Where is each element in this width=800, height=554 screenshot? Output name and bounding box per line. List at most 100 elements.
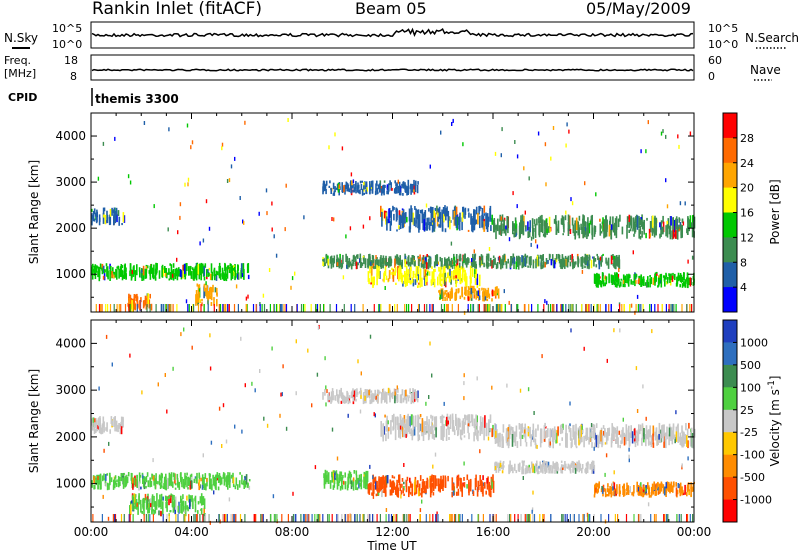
velocity-data-mark (612, 486, 614, 491)
velocity-data-mark (566, 514, 568, 522)
power-data-mark (379, 271, 381, 279)
velocity-data-mark (388, 388, 391, 396)
velocity-data-mark (693, 431, 696, 438)
power-data-mark (376, 273, 378, 286)
power-data-mark (195, 265, 197, 276)
velocity-data-mark (498, 462, 500, 467)
power-data-mark (468, 212, 470, 218)
power-data-mark (597, 255, 599, 261)
power-data-mark (499, 218, 501, 222)
velocity-data-mark (155, 504, 158, 510)
power-data-mark (220, 273, 222, 280)
power-y-tick-label: 1000 (55, 267, 86, 281)
velocity-data-mark (613, 427, 615, 441)
velocity-data-mark (324, 389, 326, 396)
power-data-mark (562, 257, 565, 267)
power-data-mark (142, 265, 145, 276)
velocity-data-mark (456, 476, 458, 489)
power-data-mark (605, 224, 608, 237)
velocity-colorbar-swatch (723, 409, 737, 433)
velocity-data-mark (468, 479, 470, 493)
power-data-mark (404, 304, 406, 312)
power-data-mark (383, 184, 385, 192)
velocity-data-mark (133, 493, 136, 503)
power-data-mark (509, 263, 512, 268)
power-data-mark (487, 216, 490, 225)
power-data-mark (245, 296, 248, 301)
velocity-data-mark (595, 487, 597, 493)
power-data-mark (169, 271, 172, 280)
power-data-mark (487, 262, 490, 267)
velocity-data-mark (594, 442, 596, 448)
velocity-data-mark (550, 514, 552, 522)
velocity-data-mark (199, 514, 201, 522)
velocity-data-mark (133, 477, 136, 486)
power-data-mark (408, 304, 410, 312)
velocity-data-mark (617, 514, 619, 522)
velocity-data-mark (668, 427, 671, 437)
velocity-data-mark (530, 441, 532, 447)
power-data-mark (266, 211, 268, 216)
velocity-data-mark (173, 473, 176, 481)
velocity-data-mark (345, 397, 347, 404)
power-ylabel: Slant Range [km] (27, 160, 41, 264)
velocity-data-mark (143, 502, 145, 516)
power-data-mark (144, 295, 147, 306)
power-data-mark (470, 304, 472, 312)
velocity-data-mark (658, 434, 660, 440)
velocity-data-mark (521, 423, 524, 429)
velocity-data-mark (662, 484, 665, 489)
velocity-data-mark (572, 466, 574, 473)
power-data-mark (670, 273, 672, 281)
velocity-data-mark (407, 514, 409, 522)
velocity-data-mark (531, 509, 533, 514)
velocity-data-mark (522, 476, 524, 480)
velocity-data-mark (429, 484, 432, 498)
power-data-mark (478, 295, 481, 300)
velocity-data-mark (209, 520, 211, 525)
power-data-mark (219, 265, 221, 273)
power-data-mark (379, 304, 381, 312)
power-data-mark (503, 253, 506, 261)
velocity-data-mark (534, 438, 537, 446)
velocity-data-mark (532, 463, 534, 473)
power-data-mark (415, 220, 417, 228)
power-data-mark (551, 254, 554, 261)
velocity-data-mark (450, 514, 452, 522)
power-data-mark (445, 290, 448, 293)
power-data-mark (486, 266, 488, 269)
power-data-mark (524, 304, 526, 312)
power-data-mark (188, 266, 190, 276)
velocity-data-mark (587, 462, 589, 465)
velocity-data-mark (183, 514, 185, 522)
power-data-mark (680, 274, 683, 283)
power-data-mark (675, 216, 678, 230)
velocity-data-mark (565, 432, 567, 448)
power-data-mark (536, 244, 539, 249)
velocity-data-mark (416, 398, 419, 403)
velocity-data-mark (243, 480, 245, 485)
velocity-data-mark (683, 433, 685, 437)
velocity-data-mark (575, 446, 578, 449)
power-data-mark (447, 304, 449, 312)
velocity-data-mark (493, 429, 495, 437)
power-data-mark (92, 263, 94, 268)
velocity-data-mark (466, 415, 468, 421)
velocity-data-mark (692, 514, 694, 522)
power-data-mark (138, 267, 141, 272)
velocity-data-mark (630, 425, 632, 438)
power-data-mark (118, 220, 120, 226)
power-data-mark (283, 304, 285, 312)
power-data-mark (518, 256, 520, 263)
power-data-mark (660, 273, 663, 283)
power-data-mark (224, 270, 227, 281)
power-data-mark (515, 261, 518, 270)
velocity-data-mark (380, 421, 382, 437)
power-data-mark (200, 304, 202, 312)
power-data-mark (387, 218, 389, 224)
velocity-data-mark (388, 427, 390, 432)
velocity-data-mark (209, 333, 211, 338)
velocity-data-mark (344, 481, 347, 490)
power-data-mark (688, 219, 690, 232)
